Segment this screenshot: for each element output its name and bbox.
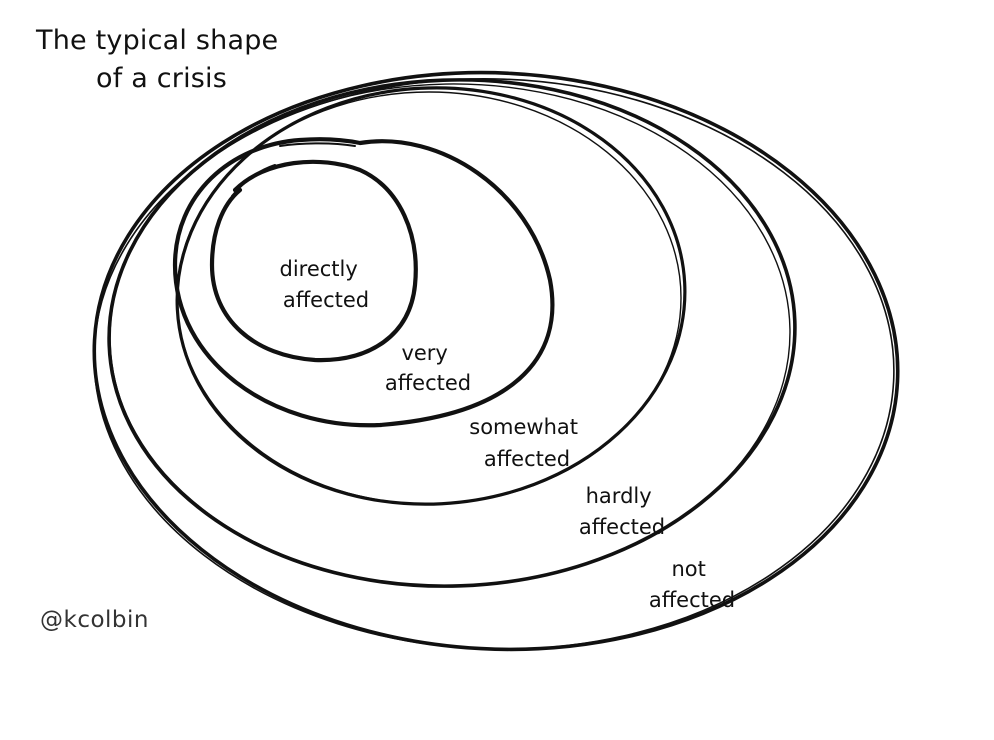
label-hardly-line-1: hardly bbox=[586, 484, 652, 508]
label-very-line-1: very bbox=[401, 341, 447, 365]
label-directly-line-2: affected bbox=[283, 288, 369, 312]
ring-very-affected bbox=[172, 137, 555, 428]
ring-directly-affected bbox=[209, 159, 418, 363]
diagram-title: The typical shape of a crisis bbox=[36, 22, 278, 98]
label-not-line-2: affected bbox=[649, 588, 735, 612]
author-credit: @kcolbin bbox=[40, 607, 149, 633]
label-somewhat-line-2: affected bbox=[484, 447, 570, 471]
label-not-line-1: not bbox=[671, 557, 705, 581]
title-line-1: The typical shape bbox=[36, 25, 279, 56]
label-somewhat-affected: somewhat affected bbox=[469, 415, 584, 471]
label-hardly-line-2: affected bbox=[579, 515, 665, 539]
ring-not-affected bbox=[92, 70, 900, 652]
ring-hardly-affected bbox=[107, 78, 797, 588]
label-hardly-affected: hardly affected bbox=[579, 484, 665, 539]
label-directly-line-1: directly bbox=[280, 257, 358, 281]
label-somewhat-line-1: somewhat bbox=[469, 415, 578, 439]
label-very-line-2: affected bbox=[385, 371, 471, 395]
ring-somewhat-affected bbox=[175, 86, 687, 506]
label-very-affected: very affected bbox=[385, 341, 471, 395]
label-directly-affected: directly affected bbox=[280, 257, 370, 312]
label-not-affected: not affected bbox=[649, 557, 735, 612]
title-line-2: of a crisis bbox=[96, 63, 228, 94]
